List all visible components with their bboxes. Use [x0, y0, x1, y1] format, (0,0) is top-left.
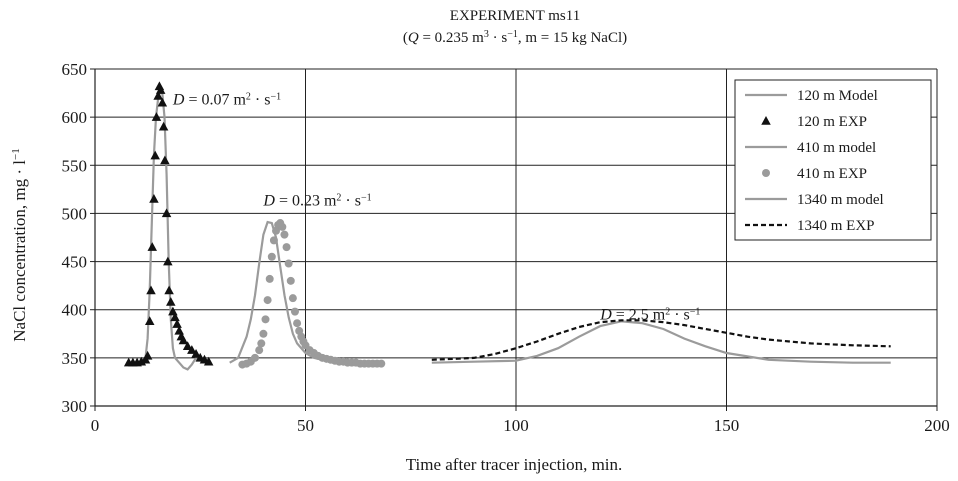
- series-410-m-exp: [238, 219, 386, 369]
- data-point-triangle: [155, 85, 166, 94]
- legend-swatch: [762, 169, 770, 177]
- legend-label: 410 m model: [797, 140, 876, 156]
- data-point-circle: [278, 222, 287, 231]
- data-point-circle: [284, 259, 293, 268]
- legend-item-120-m-exp: 120 m EXP: [761, 114, 867, 130]
- data-point-triangle: [147, 242, 158, 251]
- data-point-circle: [250, 353, 259, 362]
- data-point-circle: [263, 296, 272, 305]
- legend-label: 1340 m EXP: [797, 218, 875, 234]
- series-120-m-model: [128, 88, 209, 371]
- data-point-triangle: [166, 297, 176, 306]
- series-120-m-exp: [123, 81, 214, 367]
- series-line: [431, 320, 891, 364]
- legend-label: 120 m EXP: [797, 114, 867, 130]
- y-tick-label: 650: [62, 60, 88, 79]
- data-point-triangle: [153, 90, 163, 100]
- legend-label: 120 m Model: [797, 88, 878, 104]
- x-tick-label: 100: [503, 416, 529, 435]
- data-point-triangle: [151, 112, 162, 121]
- series-line: [431, 319, 891, 361]
- legend-item-120-m-model: 120 m Model: [745, 88, 878, 104]
- x-tick-label: 50: [297, 416, 314, 435]
- legend-label: 410 m EXP: [797, 166, 867, 182]
- data-point-circle: [290, 307, 299, 316]
- y-tick-label: 600: [62, 108, 88, 127]
- series-layer: [123, 81, 891, 371]
- legend-swatch: [761, 116, 771, 125]
- data-point-circle: [282, 243, 291, 252]
- tick-labels: 300 350 400 450 500 550 600 650 0 50 100 150 200: [62, 60, 950, 435]
- data-point-triangle: [172, 319, 182, 328]
- chart-subtitle: (Q = 0.235 m3 · s−1, m = 15 kg NaCl): [403, 29, 627, 47]
- axes: [90, 68, 938, 411]
- data-point-triangle: [187, 345, 197, 354]
- annotation-diffusion: D = 2.5 m2 · s−1: [599, 306, 700, 324]
- data-point-triangle: [146, 285, 156, 295]
- data-point-circle: [259, 329, 268, 338]
- data-point-triangle: [203, 356, 214, 366]
- data-point-circle: [293, 319, 302, 328]
- data-point-circle: [255, 346, 264, 355]
- y-tick-label: 450: [62, 253, 88, 272]
- legend-box: [734, 79, 932, 241]
- data-point-triangle: [150, 150, 160, 160]
- data-point-triangle: [182, 341, 193, 351]
- data-point-circle: [269, 236, 278, 245]
- data-point-circle: [377, 359, 386, 368]
- data-point-triangle: [142, 350, 153, 360]
- x-tick-label: 0: [91, 416, 100, 435]
- data-point-triangle: [191, 349, 201, 358]
- data-point-circle: [288, 294, 297, 303]
- legend-item-410-m-model: 410 m model: [745, 140, 876, 156]
- data-point-circle: [261, 315, 270, 324]
- data-point-circle: [267, 252, 276, 261]
- legend-label: 1340 m model: [797, 192, 884, 208]
- x-tick-label: 150: [714, 416, 740, 435]
- series-line: [128, 88, 209, 371]
- data-point-triangle: [144, 316, 155, 326]
- data-point-circle: [286, 276, 295, 285]
- legend-item-1340-m-model: 1340 m model: [745, 192, 884, 208]
- x-tick-label: 200: [924, 416, 950, 435]
- data-point-triangle: [157, 97, 168, 107]
- data-point-triangle: [149, 193, 159, 203]
- data-point-circle: [265, 274, 274, 283]
- data-point-triangle: [161, 208, 172, 218]
- legend-item-410-m-exp: 410 m EXP: [762, 166, 867, 182]
- legend-item-1340-m-exp: 1340 m EXP: [745, 218, 875, 234]
- data-point-triangle: [164, 285, 174, 295]
- annotations: D = 0.07 m2 · s−1 D = 0.23 m2 · s−1 D = 2.…: [172, 91, 701, 323]
- series-1340-m-exp: [431, 319, 891, 361]
- y-tick-label: 350: [62, 349, 88, 368]
- data-point-circle: [280, 230, 289, 239]
- data-point-triangle: [163, 256, 173, 266]
- y-axis-label: NaCl concentration, mg · l−1: [10, 148, 29, 341]
- legend: 120 m Model 120 m EXP 410 m model 410 m EXP…: [734, 79, 932, 241]
- data-point-triangle: [170, 312, 180, 322]
- data-point-triangle: [178, 335, 189, 345]
- data-point-circle: [257, 339, 266, 348]
- chart-title: EXPERIMENT ms11: [450, 8, 580, 24]
- grid: [95, 68, 938, 406]
- x-axis-label: Time after tracer injection, min.: [406, 455, 623, 474]
- annotation-diffusion: D = 0.23 m2 · s−1: [262, 192, 371, 210]
- data-point-triangle: [158, 121, 169, 131]
- data-point-triangle: [160, 155, 170, 165]
- y-tick-label: 500: [62, 204, 88, 223]
- y-tick-label: 550: [62, 156, 88, 175]
- y-tick-label: 400: [62, 301, 88, 320]
- annotation-diffusion: D = 0.07 m2 · s−1: [172, 91, 281, 109]
- series-1340-m-model: [431, 320, 891, 364]
- y-tick-label: 300: [62, 397, 88, 416]
